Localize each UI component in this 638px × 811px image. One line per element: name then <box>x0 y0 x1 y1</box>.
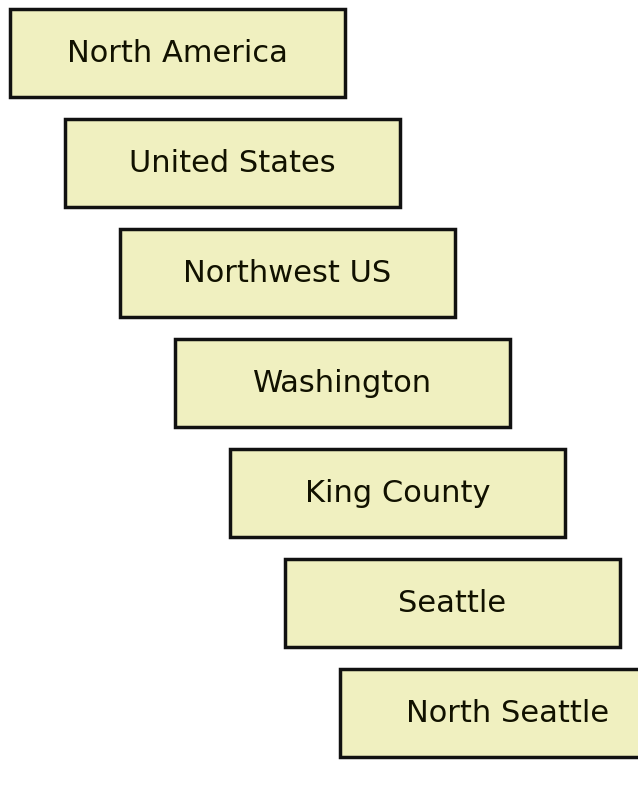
Text: North Seattle: North Seattle <box>406 698 609 727</box>
Text: Washington: Washington <box>253 369 432 398</box>
Bar <box>340 669 638 757</box>
Text: King County: King County <box>305 479 490 508</box>
Text: North America: North America <box>67 40 288 68</box>
Bar <box>175 340 510 427</box>
Bar <box>120 230 455 318</box>
Bar <box>230 449 565 538</box>
Text: United States: United States <box>129 149 336 178</box>
Bar <box>285 560 620 647</box>
Bar <box>65 120 400 208</box>
Text: Northwest US: Northwest US <box>183 260 392 288</box>
Text: Seattle: Seattle <box>399 589 507 618</box>
Bar <box>10 10 345 98</box>
